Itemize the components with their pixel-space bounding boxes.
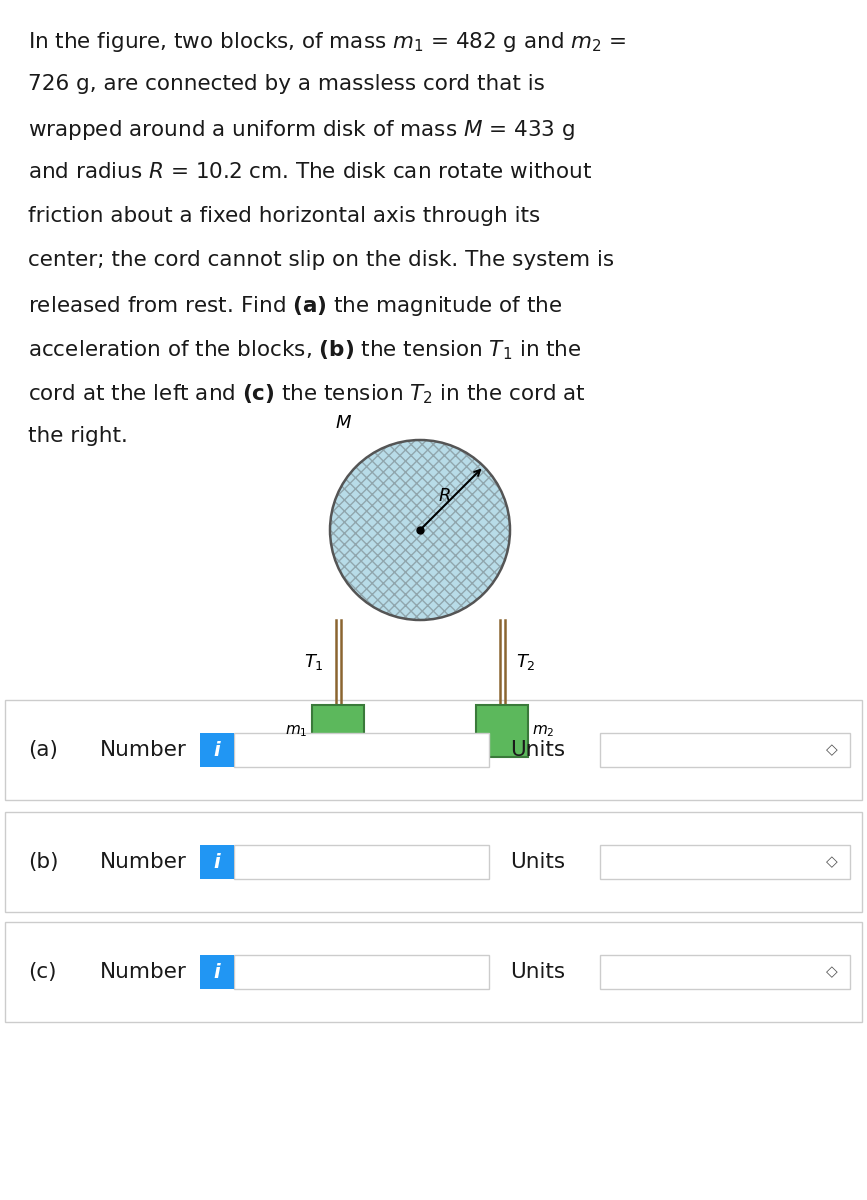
Circle shape [330,440,510,620]
Bar [5,700,862,800]
Text: $M$: $M$ [335,414,352,432]
Text: i: i [213,740,220,760]
Bar [600,955,850,989]
Text: acceleration of the blocks, $\mathbf{(b)}$ the tension $T_1$ in the: acceleration of the blocks, $\mathbf{(b)… [28,338,582,361]
Bar [312,704,364,757]
Text: $m_1$: $m_1$ [285,724,308,739]
Text: $T_1$: $T_1$ [304,653,324,672]
Text: i: i [213,962,220,982]
Bar [200,955,234,989]
Text: and radius $R$ = 10.2 cm. The disk can rotate without: and radius $R$ = 10.2 cm. The disk can r… [28,162,592,182]
Text: cord at the left and $\mathbf{(c)}$ the tension $T_2$ in the cord at: cord at the left and $\mathbf{(c)}$ the … [28,382,586,406]
Text: (a): (a) [28,740,58,760]
Bar [600,845,850,878]
Text: (c): (c) [28,962,56,982]
Text: the right.: the right. [28,426,127,446]
Bar [5,812,862,912]
Text: Number: Number [100,740,187,760]
Text: ◇: ◇ [826,743,838,757]
Text: friction about a fixed horizontal axis through its: friction about a fixed horizontal axis t… [28,206,540,226]
Bar [5,922,862,1022]
Text: 726 g, are connected by a massless cord that is: 726 g, are connected by a massless cord … [28,74,544,94]
Text: ◇: ◇ [826,965,838,979]
Text: center; the cord cannot slip on the disk. The system is: center; the cord cannot slip on the disk… [28,250,614,270]
Text: Number: Number [100,852,187,872]
Bar [200,733,234,767]
Text: released from rest. Find $\mathbf{(a)}$ the magnitude of the: released from rest. Find $\mathbf{(a)}$ … [28,294,563,318]
Text: ◇: ◇ [826,854,838,870]
Bar [234,955,489,989]
Text: $R$: $R$ [438,487,451,505]
Bar [600,733,850,767]
Bar [476,704,528,757]
Bar [234,733,489,767]
Text: i: i [213,852,220,871]
Bar [234,845,489,878]
Text: Units: Units [510,962,565,982]
Text: Units: Units [510,852,565,872]
Bar [200,845,234,878]
Text: Units: Units [510,740,565,760]
Text: $m_2$: $m_2$ [532,724,555,739]
Text: $T_2$: $T_2$ [516,653,536,672]
Text: (b): (b) [28,852,58,872]
Text: In the figure, two blocks, of mass $m_1$ = 482 g and $m_2$ =: In the figure, two blocks, of mass $m_1$… [28,30,627,54]
Text: wrapped around a uniform disk of mass $M$ = 433 g: wrapped around a uniform disk of mass $M… [28,118,575,142]
Text: Number: Number [100,962,187,982]
